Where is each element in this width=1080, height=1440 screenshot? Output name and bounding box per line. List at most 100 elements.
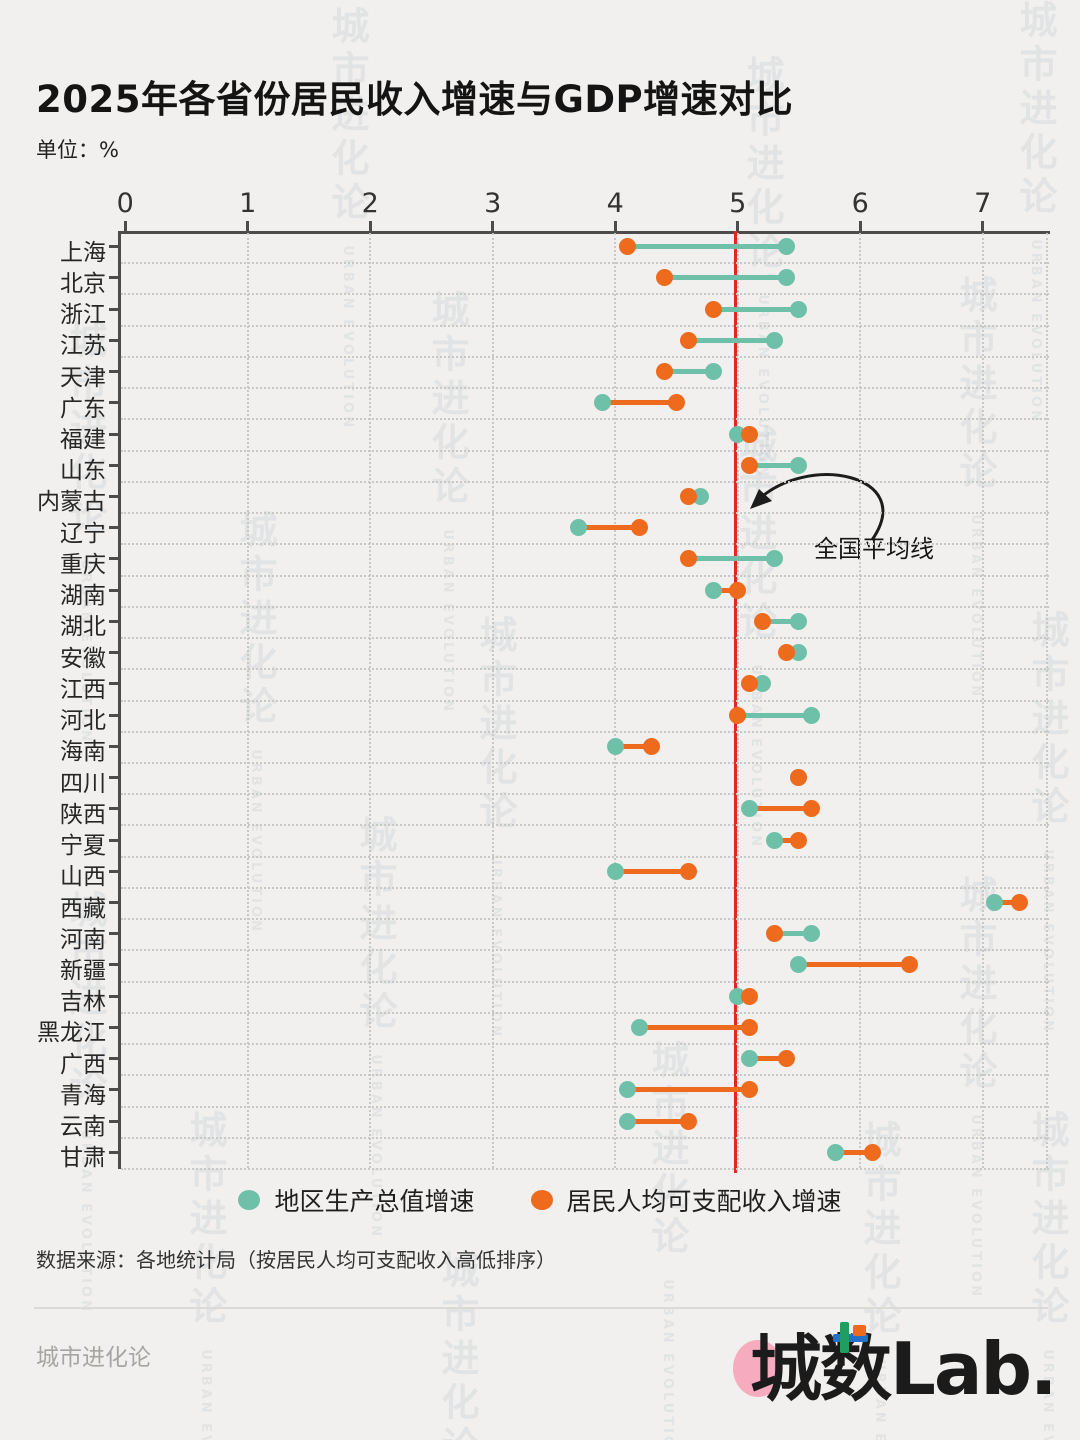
- footer-divider: [34, 1307, 1048, 1309]
- logo-text: 城数Lab.: [750, 1327, 1057, 1411]
- y-tick-mark: [109, 901, 119, 905]
- legend: 地区生产总值增速 居民人均可支配收入增速: [0, 1182, 1080, 1218]
- y-axis-label: 陕西: [60, 801, 106, 828]
- x-tick-mark: [736, 221, 740, 231]
- dumbbell-connector: [602, 400, 677, 406]
- income-dot: [790, 831, 808, 849]
- y-axis-label: 辽宁: [60, 520, 106, 547]
- income-dot: [680, 862, 698, 880]
- y-tick-mark: [109, 307, 119, 311]
- y-tick-mark: [109, 588, 119, 592]
- income-dot: [741, 425, 759, 443]
- dumbbell-connector: [664, 369, 714, 375]
- dumbbell-connector: [688, 337, 775, 343]
- x-tick-mark: [613, 221, 617, 231]
- income-dot: [680, 331, 698, 349]
- dumbbell-connector: [578, 525, 640, 531]
- y-tick-mark: [109, 776, 119, 780]
- x-tick-mark: [858, 221, 862, 231]
- y-axis-label: 重庆: [60, 551, 106, 578]
- income-dot: [1010, 894, 1028, 912]
- y-tick-mark: [109, 1119, 119, 1123]
- income-legend-label: 居民人均可支配收入增速: [566, 1187, 842, 1216]
- gdp-dot: [778, 238, 796, 256]
- gdp-dot: [618, 1081, 636, 1099]
- gdp-dot: [790, 456, 808, 474]
- horizontal-gridline: [121, 1105, 1049, 1108]
- dumbbell-connector: [639, 1024, 750, 1030]
- y-axis-label: 云南: [60, 1114, 106, 1141]
- income-dot: [667, 394, 685, 412]
- y-axis-label: 新疆: [60, 957, 106, 984]
- gdp-dot: [790, 644, 808, 662]
- income-dot: [680, 1112, 698, 1130]
- income-dot: [680, 550, 698, 568]
- x-tick-mark: [981, 221, 985, 231]
- y-axis-label: 甘肃: [60, 1145, 106, 1172]
- income-dot: [618, 238, 636, 256]
- dumbbell-connector: [994, 900, 1020, 906]
- x-tick-mark: [491, 221, 495, 231]
- y-axis-label: 安徽: [60, 645, 106, 672]
- y-tick-mark: [109, 557, 119, 561]
- legend-item-income: 居民人均可支配收入增速: [530, 1182, 842, 1218]
- y-tick-mark: [109, 807, 119, 811]
- x-tick-label: 5: [729, 188, 747, 219]
- income-dot: [655, 269, 673, 287]
- horizontal-gridline: [121, 761, 1049, 764]
- horizontal-gridline: [121, 949, 1049, 952]
- y-axis-label: 宁夏: [60, 833, 106, 860]
- y-tick-mark: [109, 838, 119, 842]
- y-tick-mark: [109, 432, 119, 436]
- y-axis-label: 广东: [60, 395, 106, 422]
- dumbbell-connector: [615, 743, 652, 749]
- income-dot: [655, 363, 673, 381]
- brand-logo: 城数Lab.: [712, 1306, 1062, 1416]
- dumbbell-connector: [798, 962, 910, 968]
- y-axis-label: 福建: [60, 427, 106, 454]
- horizontal-gridline: [121, 480, 1049, 483]
- y-axis-label: 四川: [60, 770, 106, 797]
- income-dot: [900, 956, 918, 974]
- gdp-dot: [765, 831, 783, 849]
- y-axis-label: 广西: [60, 1051, 106, 1078]
- gdp-dot: [606, 737, 624, 755]
- y-axis-label: 山东: [60, 458, 106, 485]
- horizontal-gridline: [121, 262, 1049, 265]
- income-dot: [729, 706, 747, 724]
- horizontal-gridline: [121, 355, 1049, 358]
- dumbbell-connector: [774, 837, 799, 843]
- y-axis-label: 青海: [60, 1082, 106, 1109]
- y-axis-label: 江西: [60, 676, 106, 703]
- income-dot: [765, 925, 783, 943]
- logo-orange-accent-icon: [853, 1325, 866, 1336]
- x-tick-label: 3: [484, 188, 502, 219]
- x-axis-line: [119, 231, 1050, 234]
- horizontal-gridline: [121, 418, 1049, 421]
- gdp-dot: [986, 894, 1004, 912]
- horizontal-gridline: [121, 730, 1049, 733]
- gdp-dot: [765, 550, 783, 568]
- gdp-dot: [802, 706, 820, 724]
- gdp-dot: [594, 394, 612, 412]
- dumbbell-connector: [664, 275, 787, 281]
- income-dot: [741, 675, 759, 693]
- annotation-label: 全国平均线: [814, 535, 934, 563]
- gdp-dot: [778, 269, 796, 287]
- y-tick-mark: [109, 1088, 119, 1092]
- income-dot: [643, 737, 661, 755]
- x-tick-label: 7: [974, 188, 992, 219]
- y-axis-label: 上海: [60, 239, 106, 266]
- logo-pink-circle-icon: [733, 1340, 783, 1397]
- income-dot: [863, 1143, 881, 1161]
- horizontal-gridline: [121, 1168, 1049, 1170]
- gdp-legend-label: 地区生产总值增速: [274, 1187, 475, 1216]
- dumbbell-connector: [615, 868, 689, 874]
- income-dot: [790, 769, 808, 787]
- horizontal-gridline: [121, 387, 1049, 390]
- dumbbell-connector: [762, 618, 799, 624]
- gdp-dot: [631, 1018, 649, 1036]
- y-axis-label: 北京: [60, 270, 106, 297]
- horizontal-gridline: [121, 543, 1049, 546]
- y-tick-mark: [109, 526, 119, 530]
